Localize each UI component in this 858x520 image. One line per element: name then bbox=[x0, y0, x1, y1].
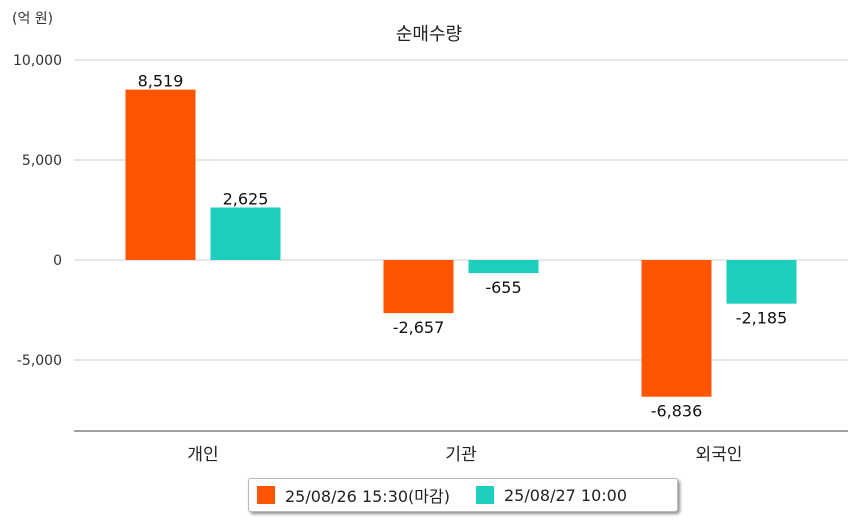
chart-legend: 25/08/26 15:30(마감) 25/08/27 10:00 bbox=[248, 478, 678, 512]
y-tick-label: -5,000 bbox=[17, 353, 62, 369]
bar bbox=[125, 89, 196, 261]
data-label: -655 bbox=[485, 278, 521, 297]
y-tick-label: 5,000 bbox=[22, 153, 62, 169]
legend-swatch-series-2 bbox=[475, 486, 494, 504]
data-label: 2,625 bbox=[223, 190, 269, 209]
bar bbox=[726, 260, 797, 304]
data-label: 8,519 bbox=[138, 72, 184, 91]
bar bbox=[641, 260, 712, 397]
bar bbox=[383, 260, 454, 314]
legend-item-series-2[interactable]: 25/08/27 10:00 bbox=[475, 485, 628, 505]
unit-label: (억 원) bbox=[12, 11, 54, 27]
x-tick-label: 외국인 bbox=[696, 445, 743, 465]
legend-label-series-2: 25/08/27 10:00 bbox=[503, 485, 628, 505]
legend-label-series-1: 25/08/26 15:30(마감) bbox=[285, 487, 450, 506]
y-tick-label: 0 bbox=[53, 253, 62, 269]
y-tick-label: 10,000 bbox=[13, 53, 62, 69]
data-label: -2,185 bbox=[736, 309, 788, 328]
chart-title: 순매수량 bbox=[395, 24, 463, 45]
data-label: -6,836 bbox=[651, 402, 703, 421]
bar bbox=[468, 260, 539, 274]
bar bbox=[210, 207, 281, 260]
x-tick-label: 기관 bbox=[445, 445, 476, 465]
x-tick-label: 개인 bbox=[187, 445, 218, 465]
legend-item-series-1[interactable]: 25/08/26 15:30(마감) bbox=[257, 483, 450, 507]
legend-swatch-series-1 bbox=[257, 486, 275, 504]
data-label: -2,657 bbox=[393, 318, 445, 337]
